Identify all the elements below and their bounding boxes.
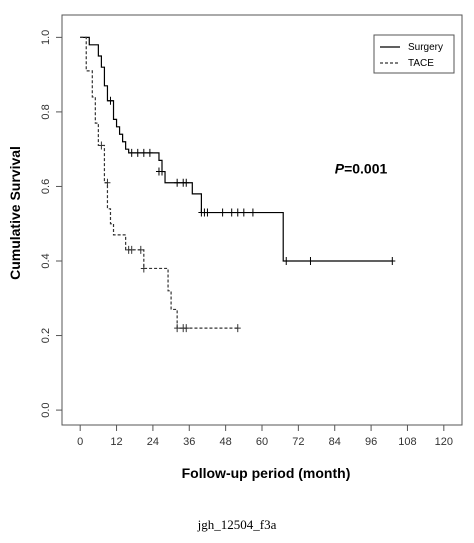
surgery-censor-mark <box>228 208 235 217</box>
surgery-censor-mark <box>240 208 247 217</box>
x-tick-label: 48 <box>220 436 232 448</box>
y-tick-label: 0.4 <box>40 253 52 268</box>
surgery-censor-mark <box>159 167 165 176</box>
y-axis: 0.0 0.2 0.4 0.6 0.8 1.0 <box>40 30 62 418</box>
y-tick-label: 0.6 <box>40 179 52 194</box>
tace-censor-mark <box>104 178 111 187</box>
tace-censor-mark <box>183 324 190 333</box>
x-tick-label: 0 <box>77 436 83 448</box>
tace-censor-mark <box>137 245 144 254</box>
tace-censor-mark <box>140 264 147 273</box>
surgery-censor-mark <box>140 148 147 157</box>
tace-survival-curve <box>80 36 238 329</box>
y-tick-label: 0.0 <box>40 402 52 417</box>
surgery-censor-mark <box>307 257 314 265</box>
x-axis-title: Follow-up period (month) <box>182 465 351 481</box>
surgery-censor-mark <box>283 257 290 265</box>
surgery-censor-mark <box>174 178 181 187</box>
surgery-censor-mark <box>183 178 190 187</box>
x-tick-label: 96 <box>365 436 377 448</box>
x-tick-label: 24 <box>147 436 159 448</box>
surgery-censor-mark <box>146 148 153 157</box>
plot-frame <box>61 14 463 426</box>
legend-surgery-label: Surgery <box>408 42 443 53</box>
x-tick-label: 120 <box>435 436 453 448</box>
legend-box <box>373 34 455 74</box>
surgery-censor-mark <box>249 208 256 217</box>
tace-censor-mark <box>234 324 241 333</box>
y-tick-label: 0.8 <box>40 104 52 119</box>
surgery-censor-mark <box>219 208 226 217</box>
y-tick-label: 0.2 <box>40 328 52 343</box>
p-value-italic-p: P <box>335 160 345 176</box>
x-axis: 0 12 24 36 48 60 72 84 96 108 120 <box>77 425 453 448</box>
x-tick-label: 108 <box>398 436 416 448</box>
surgery-censor-mark <box>128 148 135 157</box>
legend: Surgery TACE <box>373 34 455 74</box>
p-value-annotation: P=0.001 <box>335 160 388 176</box>
tace-censor-mark <box>174 324 181 333</box>
x-tick-label: 36 <box>183 436 195 448</box>
tace-censor-mark <box>98 141 105 150</box>
y-axis-title: Cumulative Survival <box>7 146 23 280</box>
survival-curves <box>80 36 396 333</box>
x-tick-label: 84 <box>329 436 341 448</box>
x-tick-label: 12 <box>110 436 122 448</box>
tace-censor-mark <box>128 245 135 254</box>
surgery-censor-mark <box>107 96 114 105</box>
surgery-survival-curve <box>80 36 393 262</box>
surgery-censor-mark <box>389 257 396 265</box>
surgery-censor-mark <box>134 148 141 157</box>
surgery-censor-mark <box>234 208 241 217</box>
p-value-text: =0.001 <box>344 160 387 176</box>
legend-tace-label: TACE <box>408 58 434 69</box>
figure-caption: jgh_12504_f3a <box>197 517 277 532</box>
x-tick-label: 60 <box>256 436 268 448</box>
x-tick-label: 72 <box>292 436 304 448</box>
surgery-censor-mark <box>204 208 211 217</box>
y-tick-label: 1.0 <box>40 30 52 45</box>
